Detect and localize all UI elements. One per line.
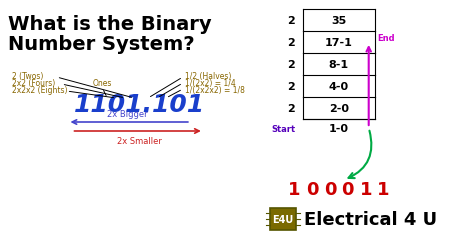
Text: 1: 1 [377, 180, 390, 198]
Text: What is the Binary: What is the Binary [8, 15, 211, 34]
Text: 1/2 (Halves): 1/2 (Halves) [185, 71, 231, 80]
Text: 2: 2 [287, 82, 295, 92]
Text: Ones: Ones [93, 78, 112, 87]
Text: 2: 2 [287, 38, 295, 48]
Text: Start: Start [271, 124, 295, 133]
Bar [270, 208, 296, 230]
Text: 8-1: 8-1 [329, 60, 349, 70]
Text: 2x2x2 (Eights): 2x2x2 (Eights) [12, 85, 67, 94]
Text: Number System?: Number System? [8, 35, 194, 54]
Text: 17-1: 17-1 [325, 38, 353, 48]
FancyArrowPatch shape [348, 131, 372, 178]
Text: 0: 0 [306, 180, 319, 198]
Text: 1/(2x2x2) = 1/8: 1/(2x2x2) = 1/8 [185, 85, 245, 94]
Text: Electrical 4 U: Electrical 4 U [304, 210, 437, 228]
Text: 1: 1 [288, 180, 301, 198]
Text: 2x Smaller: 2x Smaller [117, 137, 162, 145]
Text: 1/(2x2) = 1/4: 1/(2x2) = 1/4 [185, 78, 236, 87]
Text: 35: 35 [331, 16, 346, 26]
Text: 1-0: 1-0 [329, 123, 349, 134]
Text: 2-0: 2-0 [329, 104, 349, 114]
Text: 2x Bigger: 2x Bigger [107, 110, 147, 118]
Text: 4-0: 4-0 [329, 82, 349, 92]
Text: E4U: E4U [273, 214, 294, 224]
Text: 0: 0 [342, 180, 354, 198]
Text: 1: 1 [359, 180, 372, 198]
Text: 2: 2 [287, 104, 295, 114]
Text: 1101.101: 1101.101 [73, 93, 205, 116]
Text: 2 (Twos): 2 (Twos) [12, 71, 43, 80]
Text: 0: 0 [324, 180, 336, 198]
Text: End: End [378, 33, 395, 42]
Text: 2: 2 [287, 16, 295, 26]
Text: 2x2 (Fours): 2x2 (Fours) [12, 78, 55, 87]
Text: 2: 2 [287, 60, 295, 70]
